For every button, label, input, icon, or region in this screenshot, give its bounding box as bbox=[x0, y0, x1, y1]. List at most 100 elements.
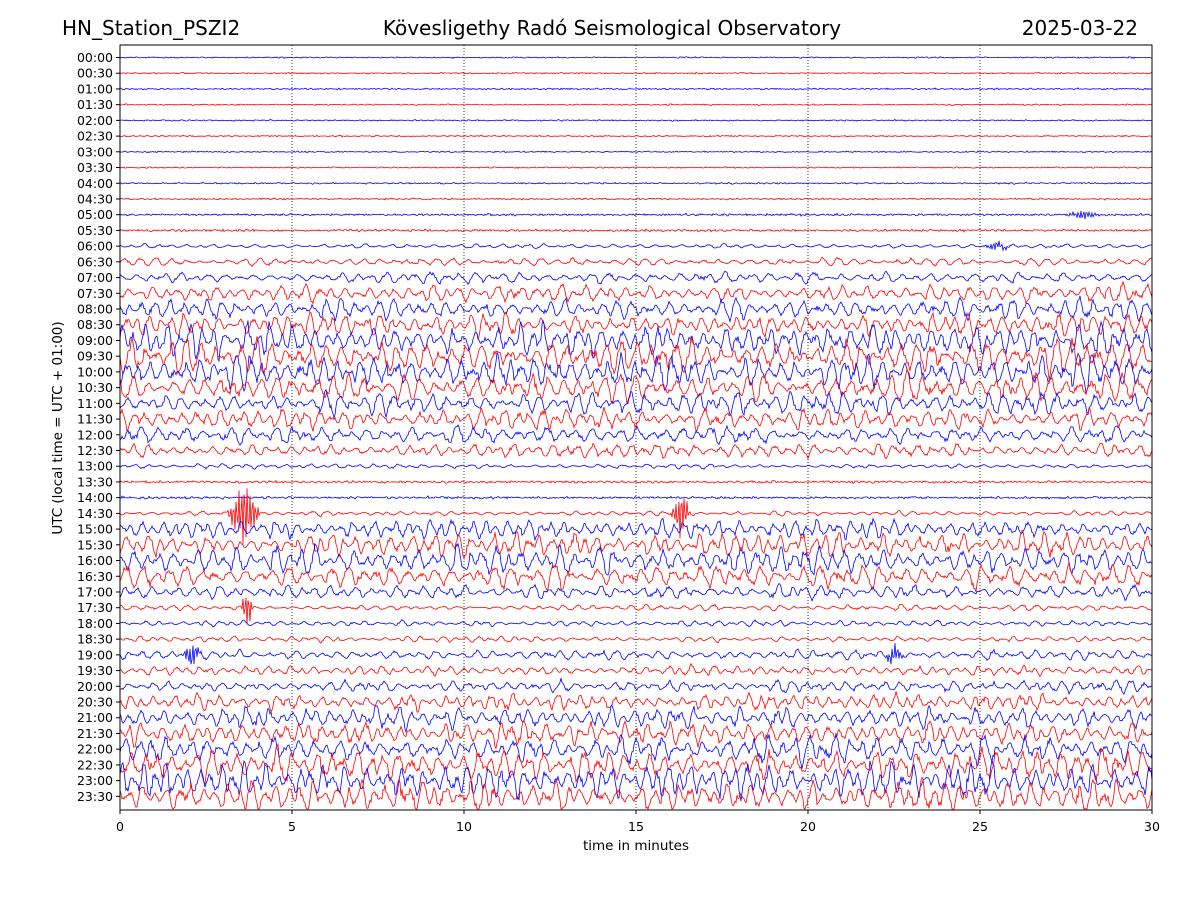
x-tick-label: 30 bbox=[1144, 819, 1160, 834]
trace-line bbox=[119, 240, 1152, 252]
y-tick-label: 23:00 bbox=[77, 773, 113, 788]
trace-line bbox=[119, 280, 1153, 305]
x-tick-label: 15 bbox=[628, 819, 644, 834]
trace-line bbox=[119, 742, 1153, 785]
trace-line bbox=[120, 166, 1153, 170]
trace-line bbox=[119, 719, 1153, 750]
y-tick-label: 15:00 bbox=[77, 522, 113, 537]
trace-line bbox=[119, 150, 1153, 154]
y-tick-label: 07:30 bbox=[77, 286, 113, 301]
trace-line bbox=[119, 320, 1153, 363]
y-tick-label: 01:30 bbox=[77, 97, 113, 112]
y-tick-label: 07:00 bbox=[77, 270, 113, 285]
y-axis-label: UTC (local time = UTC + 01:00) bbox=[50, 321, 66, 534]
y-tick-label: 21:30 bbox=[77, 726, 113, 741]
trace-line bbox=[119, 134, 1153, 138]
chart-title-station: HN_Station_PSZI2 bbox=[62, 16, 240, 40]
trace-line bbox=[120, 597, 1153, 625]
y-tick-label: 10:00 bbox=[77, 364, 113, 379]
x-tick-label: 0 bbox=[116, 819, 124, 834]
y-tick-label: 22:30 bbox=[77, 757, 113, 772]
y-tick-label: 09:30 bbox=[77, 349, 113, 364]
trace-line bbox=[119, 582, 1153, 603]
y-tick-label: 17:00 bbox=[77, 584, 113, 599]
y-tick-label: 22:00 bbox=[77, 742, 113, 757]
y-tick-label: 19:30 bbox=[77, 663, 113, 678]
y-tick-label: 21:00 bbox=[77, 710, 113, 725]
x-tick-label: 5 bbox=[288, 819, 296, 834]
trace-line bbox=[120, 118, 1153, 122]
plot-frame bbox=[119, 44, 1153, 811]
trace-line bbox=[120, 618, 1153, 628]
trace-line bbox=[119, 350, 1153, 394]
trace-line bbox=[119, 678, 1153, 696]
y-tick-label: 19:00 bbox=[77, 647, 113, 662]
trace-line bbox=[119, 210, 1153, 220]
x-tick-label: 25 bbox=[972, 819, 988, 834]
y-tick-label: 16:30 bbox=[77, 569, 113, 584]
y-tick-label: 02:30 bbox=[77, 129, 113, 144]
trace-line bbox=[119, 759, 1153, 802]
trace-line bbox=[119, 463, 1153, 470]
y-tick-label: 08:00 bbox=[77, 302, 113, 317]
y-tick-label: 12:30 bbox=[77, 443, 113, 458]
y-tick-label: 04:00 bbox=[77, 176, 113, 191]
y-tick-label: 06:00 bbox=[77, 239, 113, 254]
x-tick-label: 20 bbox=[800, 819, 816, 834]
trace-line bbox=[119, 662, 1153, 678]
y-tick-label: 00:00 bbox=[77, 50, 113, 65]
y-tick-label: 06:30 bbox=[77, 254, 113, 269]
y-tick-label: 04:30 bbox=[77, 191, 113, 206]
trace-line bbox=[119, 228, 1153, 233]
y-tick-label: 02:00 bbox=[77, 113, 113, 128]
trace-line bbox=[119, 256, 1153, 268]
y-tick-label: 03:30 bbox=[77, 160, 113, 175]
trace-line bbox=[119, 197, 1153, 201]
y-tick-label: 11:00 bbox=[77, 396, 113, 411]
x-axis-label: time in minutes bbox=[583, 838, 689, 854]
seismic-traces bbox=[119, 56, 1153, 811]
trace-line bbox=[119, 295, 1153, 324]
y-tick-label: 17:30 bbox=[77, 600, 113, 615]
y-tick-label: 12:00 bbox=[77, 427, 113, 442]
trace-line bbox=[119, 529, 1153, 561]
trace-line bbox=[119, 542, 1153, 576]
trace-line bbox=[119, 442, 1153, 460]
trace-line bbox=[119, 87, 1153, 91]
trace-line bbox=[119, 181, 1153, 185]
trace-line bbox=[119, 704, 1153, 734]
y-tick-label: 00:30 bbox=[77, 66, 113, 81]
y-tick-label: 11:30 bbox=[77, 412, 113, 427]
trace-line bbox=[119, 495, 1153, 500]
y-tick-label: 20:30 bbox=[77, 695, 113, 710]
trace-line bbox=[119, 406, 1153, 433]
x-axis-ticks: 0 5 10 15 20 25 30 bbox=[116, 810, 1160, 834]
chart-title-observatory: Kövesligethy Radó Seismological Observat… bbox=[383, 16, 841, 40]
trace-line bbox=[119, 336, 1153, 381]
trace-line bbox=[119, 367, 1153, 405]
trace-line bbox=[119, 424, 1153, 446]
y-tick-label: 05:30 bbox=[77, 223, 113, 238]
y-tick-label: 18:30 bbox=[77, 632, 113, 647]
y-tick-label: 13:30 bbox=[77, 474, 113, 489]
y-tick-label: 10:30 bbox=[77, 380, 113, 395]
trace-line bbox=[119, 479, 1153, 484]
trace-line bbox=[119, 776, 1153, 811]
y-tick-label: 18:00 bbox=[77, 616, 113, 631]
y-tick-label: 08:30 bbox=[77, 317, 113, 332]
y-tick-label: 01:00 bbox=[77, 81, 113, 96]
y-tick-label: 03:00 bbox=[77, 144, 113, 159]
trace-line bbox=[119, 488, 1153, 545]
trace-line bbox=[119, 103, 1153, 107]
trace-line bbox=[119, 691, 1153, 713]
y-tick-label: 14:00 bbox=[77, 490, 113, 505]
trace-line bbox=[119, 643, 1153, 665]
trace-line bbox=[119, 733, 1153, 769]
y-tick-label: 09:00 bbox=[77, 333, 113, 348]
chart-title-date: 2025-03-22 bbox=[1022, 16, 1138, 40]
trace-line bbox=[119, 517, 1153, 541]
y-tick-label: 05:00 bbox=[77, 207, 113, 222]
y-tick-label: 16:00 bbox=[77, 553, 113, 568]
